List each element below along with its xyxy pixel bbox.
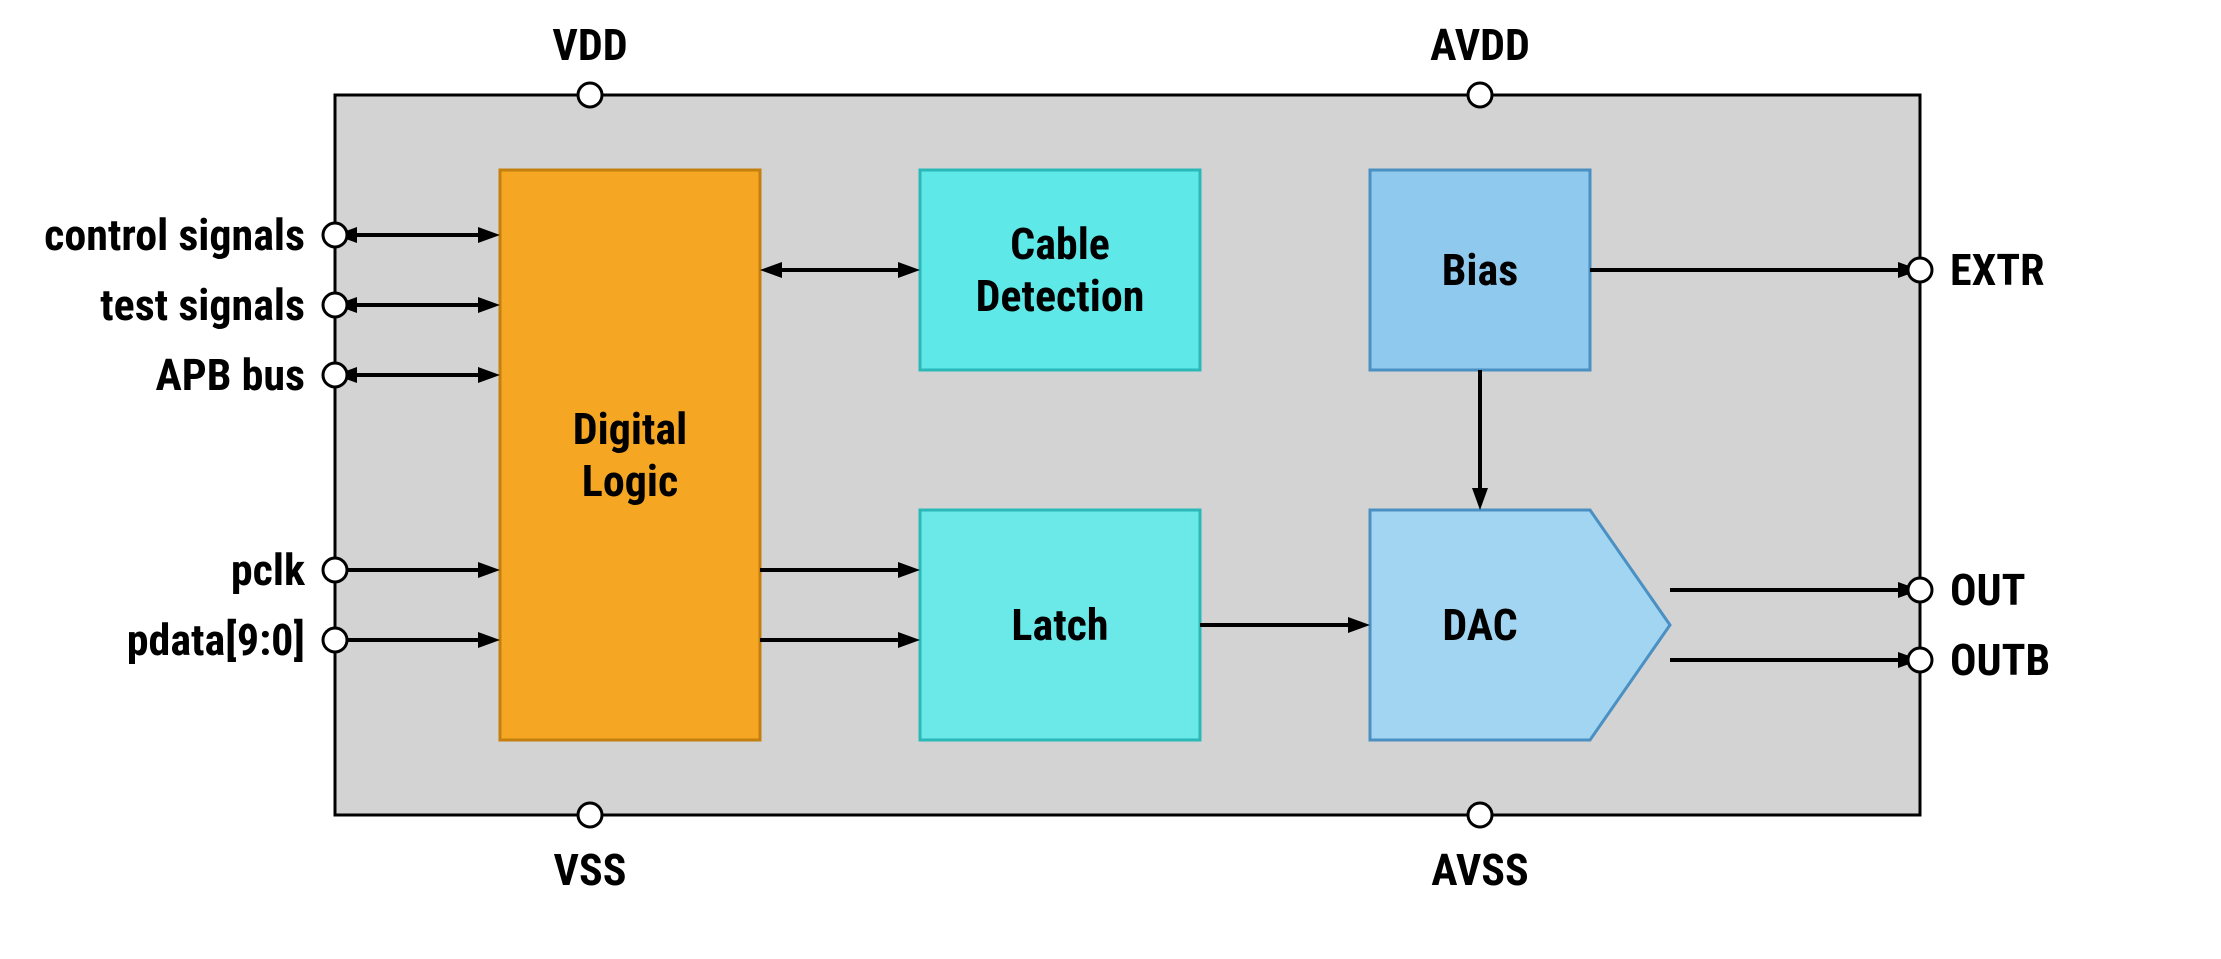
digital-logic-label: Digital xyxy=(573,403,688,455)
cable-detection-label: Detection xyxy=(976,270,1145,322)
port-avdd xyxy=(1468,83,1492,107)
port-label-avss: AVSS xyxy=(1431,844,1529,896)
port-left xyxy=(323,223,347,247)
port-right xyxy=(1908,648,1932,672)
port-right xyxy=(1908,258,1932,282)
port-label-avdd: AVDD xyxy=(1430,19,1530,71)
port-vss xyxy=(578,803,602,827)
port-left xyxy=(323,628,347,652)
port-label-left: pdata[9:0] xyxy=(127,614,305,666)
latch-label: Latch xyxy=(1011,599,1108,651)
port-vdd xyxy=(578,83,602,107)
port-left xyxy=(323,293,347,317)
digital-logic-label: Logic xyxy=(582,455,678,507)
port-label-vdd: VDD xyxy=(552,19,627,71)
port-label-right: OUTB xyxy=(1950,634,2050,686)
port-label-left: test signals xyxy=(100,279,305,331)
port-avss xyxy=(1468,803,1492,827)
port-label-left: pclk xyxy=(231,544,306,596)
bias-label: Bias xyxy=(1442,244,1518,296)
port-label-right: OUT xyxy=(1950,564,2026,616)
block-diagram: DigitalLogic CableDetection Latch Bias DAC VD… xyxy=(0,0,2221,959)
port-label-right: EXTR xyxy=(1950,244,2044,296)
port-label-vss: VSS xyxy=(554,844,627,896)
dac-label: DAC xyxy=(1442,599,1517,651)
port-left xyxy=(323,363,347,387)
port-right xyxy=(1908,578,1932,602)
cable-detection-label: Cable xyxy=(1010,218,1110,270)
port-left xyxy=(323,558,347,582)
port-label-left: control signals xyxy=(44,209,305,261)
port-label-left: APB bus xyxy=(155,349,305,401)
